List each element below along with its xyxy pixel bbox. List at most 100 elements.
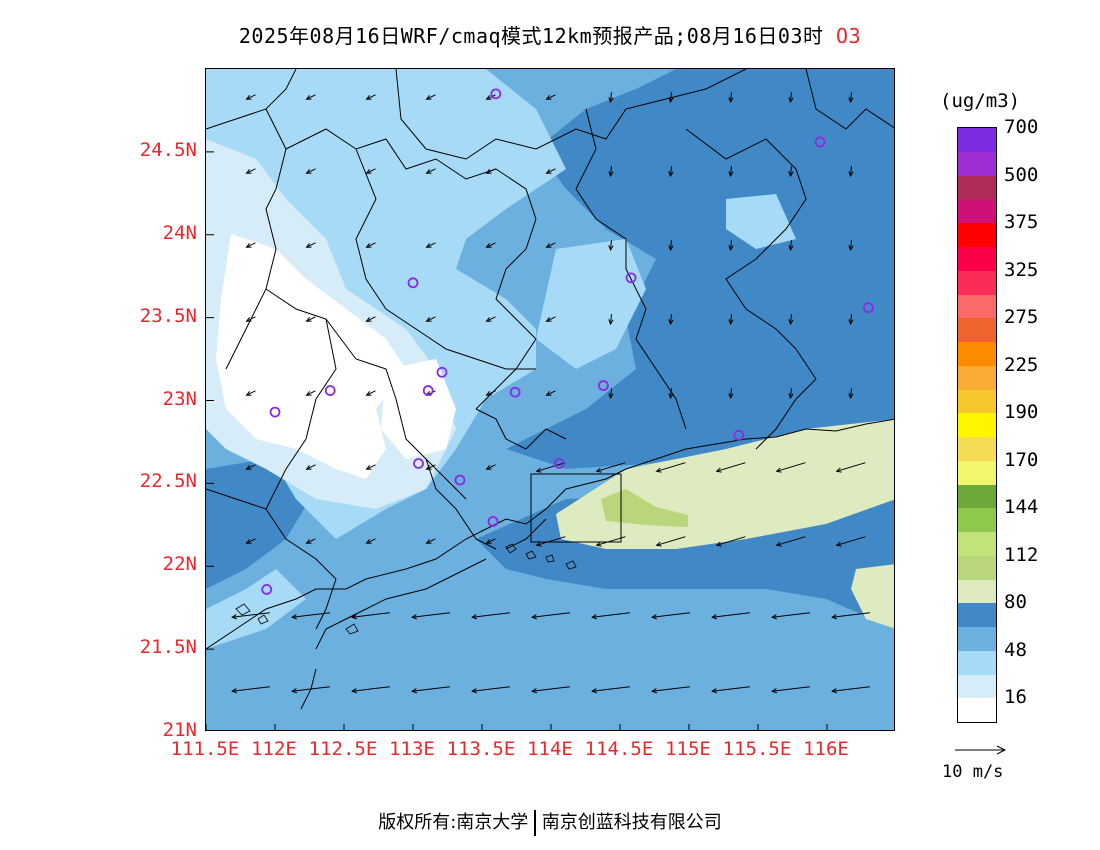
wind-arrow xyxy=(290,612,330,620)
contour-32-48-southwest xyxy=(206,569,306,649)
wind-arrow xyxy=(655,462,686,473)
wind-arrow xyxy=(485,242,496,248)
wind-arrow xyxy=(365,168,376,174)
colorbar-label: 225 xyxy=(1004,353,1039,376)
wind-arrow xyxy=(305,94,316,100)
station-marker xyxy=(261,584,273,595)
station-marker xyxy=(733,429,745,441)
wind-arrow xyxy=(545,242,556,248)
station-marker xyxy=(407,277,419,289)
wind-arrow xyxy=(245,464,256,470)
wind-arrow xyxy=(608,165,614,178)
wind-arrow xyxy=(595,536,626,547)
colorbar-segment xyxy=(958,579,996,604)
wind-arrow xyxy=(530,686,570,694)
wind-arrow xyxy=(245,94,256,100)
colorbar-label: 16 xyxy=(1004,686,1027,709)
wind-arrow xyxy=(535,462,566,473)
lat-tick-label: 23.5N xyxy=(139,304,197,327)
wind-arrow xyxy=(545,94,556,100)
wind-arrow xyxy=(830,686,870,694)
colorbar-label: 190 xyxy=(1004,401,1039,424)
station-marker xyxy=(487,516,499,527)
lat-tick-label: 24.5N xyxy=(139,138,197,161)
islands xyxy=(235,543,577,635)
wind-arrow xyxy=(595,462,626,473)
city-boundary-box xyxy=(530,473,622,543)
wind-arrow xyxy=(485,464,496,470)
wind-arrow xyxy=(230,612,270,620)
wind-arrow xyxy=(305,168,316,174)
wind-arrow xyxy=(305,242,316,248)
map-panel[interactable] xyxy=(205,68,895,731)
wind-arrow xyxy=(728,313,734,326)
lon-tick-label: 116E xyxy=(803,738,849,760)
colorbar-label: 80 xyxy=(1004,591,1027,614)
wind-arrow xyxy=(655,536,686,547)
wind-arrow xyxy=(728,91,734,104)
colorbar-label: 48 xyxy=(1004,638,1027,661)
footer-separator xyxy=(534,810,536,836)
footer-copyright: 版权所有:南京大学 xyxy=(378,812,529,833)
wind-arrow xyxy=(650,612,690,620)
station-marker xyxy=(422,385,434,396)
wind-reference-arrow xyxy=(955,745,1007,755)
wind-arrow xyxy=(668,239,674,252)
wind-arrow xyxy=(590,612,630,620)
wind-arrow xyxy=(350,612,390,620)
wind-arrow xyxy=(485,168,496,174)
wind-arrow xyxy=(535,536,566,547)
wind-arrow xyxy=(728,165,734,178)
lon-tick-label: 112.5E xyxy=(308,738,378,760)
monitoring-stations xyxy=(261,88,874,595)
wind-arrow xyxy=(470,686,510,694)
wind-arrow xyxy=(245,316,256,322)
station-marker xyxy=(509,386,521,398)
wind-arrow xyxy=(245,168,256,174)
wind-arrow xyxy=(608,91,614,104)
wind-arrow xyxy=(668,387,674,400)
colorbar-segment xyxy=(958,151,996,176)
wind-vectors xyxy=(230,91,870,694)
lat-tick-label: 21N xyxy=(162,719,197,741)
wind-arrow xyxy=(350,686,390,694)
wind-arrow xyxy=(668,91,674,104)
wind-arrow xyxy=(245,390,256,396)
wind-arrow xyxy=(365,242,376,248)
wind-arrow xyxy=(470,612,510,620)
wind-arrow xyxy=(788,165,794,178)
colorbar-label: 375 xyxy=(1004,211,1039,234)
wind-arrow xyxy=(715,536,746,547)
coastline xyxy=(206,418,894,710)
wind-arrow xyxy=(710,686,750,694)
wind-arrow xyxy=(425,242,436,248)
wind-arrow xyxy=(848,91,854,104)
wind-arrow xyxy=(365,94,376,100)
wind-arrow xyxy=(668,165,674,178)
contour-80-112-se xyxy=(851,564,894,629)
wind-arrow xyxy=(710,612,750,620)
station-marker xyxy=(598,380,609,391)
station-marker xyxy=(413,458,424,469)
lat-tick-label: 24N xyxy=(162,221,197,244)
station-marker xyxy=(324,385,336,396)
title-text: 2025年08月16日WRF/cmaq模式12km预报产品;08月16日03时 xyxy=(238,24,824,48)
colorbar-label: 500 xyxy=(1004,163,1039,186)
wind-arrow xyxy=(728,239,734,252)
colorbar-label: 170 xyxy=(1004,448,1039,471)
contour-32-48-ne-patch xyxy=(726,194,796,249)
colorbar-segment xyxy=(958,555,996,580)
wind-arrow xyxy=(485,94,496,100)
wind-arrow xyxy=(485,316,496,322)
contour-32-48-east xyxy=(536,239,646,369)
wind-arrow xyxy=(365,538,376,544)
lat-tick-label: 22.5N xyxy=(139,470,197,493)
wind-arrow xyxy=(305,464,316,470)
colorbar-segment xyxy=(958,175,996,200)
wind-arrow xyxy=(848,165,854,178)
station-marker xyxy=(625,272,637,284)
station-marker xyxy=(436,366,448,378)
lon-tick-label: 115.5E xyxy=(722,738,792,760)
contour-64-80-west xyxy=(206,459,316,589)
wind-arrow xyxy=(608,239,614,252)
